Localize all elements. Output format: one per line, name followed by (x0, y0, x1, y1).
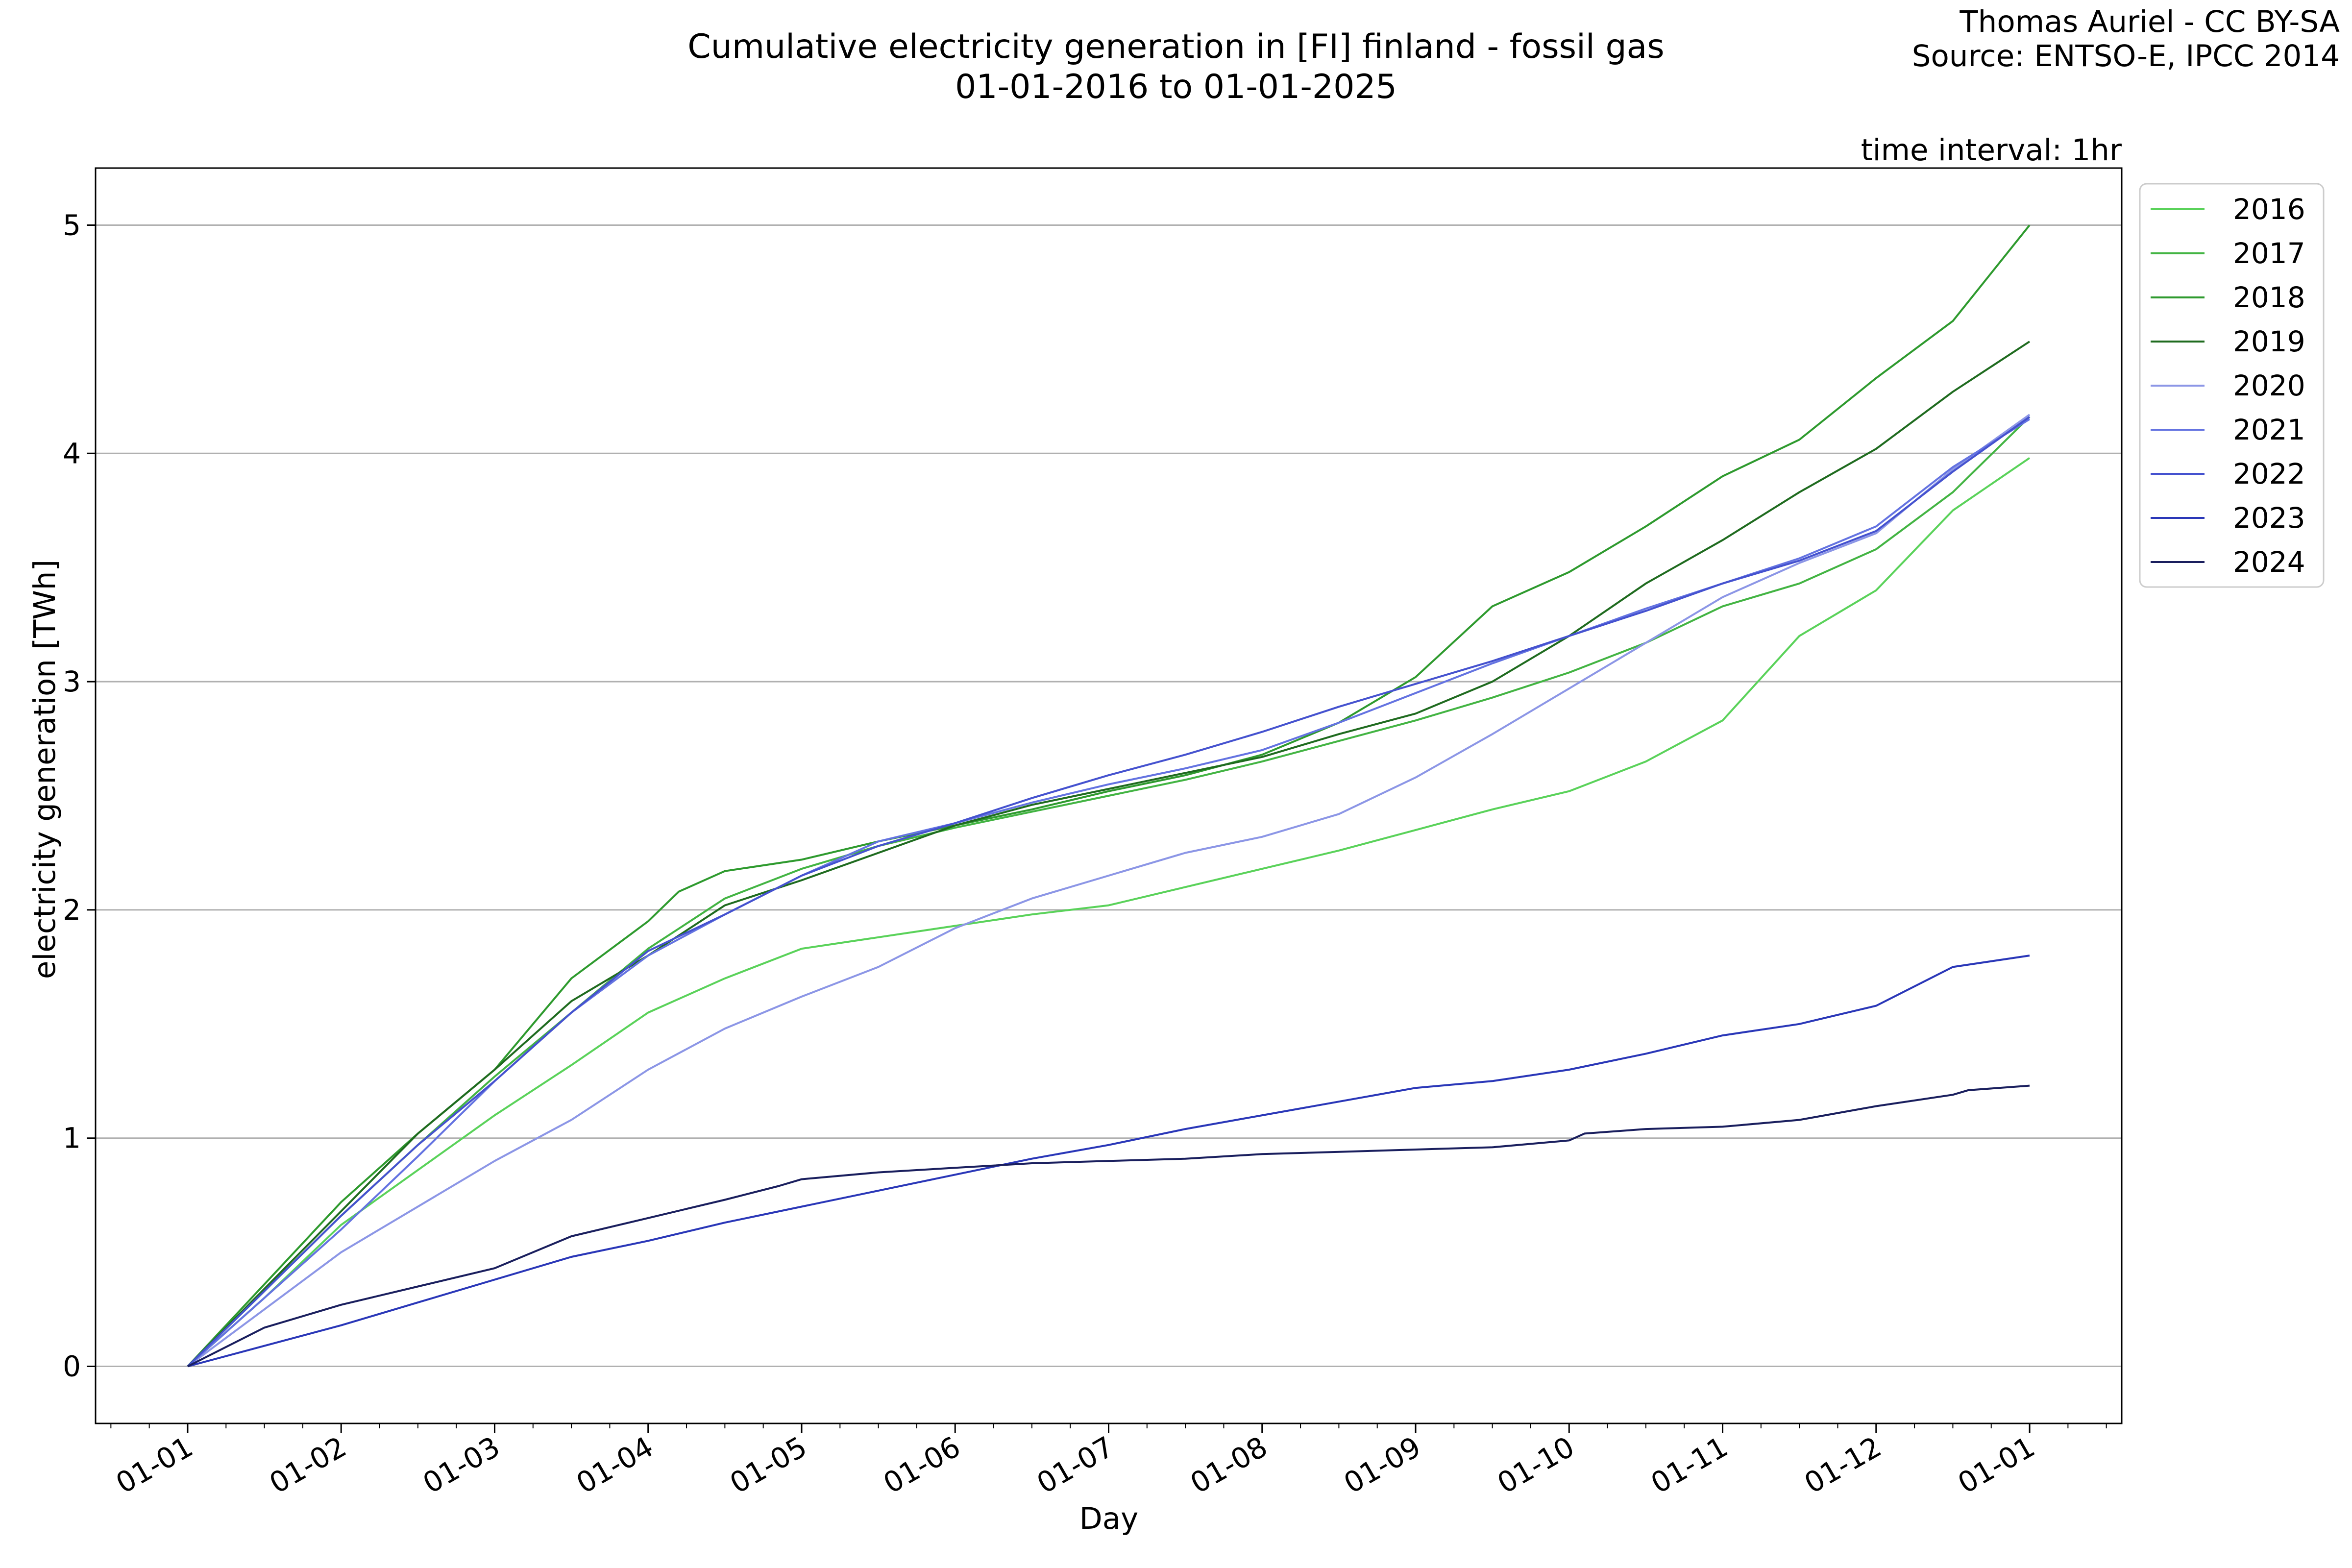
series-layer (187, 224, 2031, 1368)
legend-label-2023: 2023 (2233, 501, 2305, 535)
legend-label-2019: 2019 (2233, 325, 2305, 358)
legend: 2016 2017 2018 2019 2020 2021 2022 2023 2024 (2139, 183, 2325, 588)
legend-label-2024: 2024 (2233, 545, 2305, 579)
plot-frame (95, 167, 2123, 1424)
series-line-2018 (187, 224, 2031, 1367)
y-axis-label: electricity generation [TWh] (27, 560, 62, 979)
y-tick-label: 2 (63, 893, 81, 927)
y-tick-label: 4 (63, 437, 81, 470)
chart-subtitle: 01-01-2016 to 01-01-2025 (955, 68, 1397, 106)
credit-source: Source: ENTSO-E, IPCC 2014 (1912, 39, 2340, 74)
series-line-2016 (187, 457, 2031, 1367)
legend-label-2020: 2020 (2233, 369, 2305, 402)
x-axis-label: Day (1079, 1501, 1138, 1536)
series-line-2022 (187, 416, 2031, 1367)
chart-title: Cumulative electricity generation in [FI… (687, 27, 1664, 66)
y-tick-label: 0 (63, 1350, 81, 1383)
series-line-2024 (187, 1084, 2030, 1368)
grid-layer (96, 224, 2122, 1368)
legend-label-2022: 2022 (2233, 457, 2305, 490)
y-tick-label: 5 (63, 208, 81, 242)
y-tick-label: 1 (63, 1122, 81, 1155)
legend-label-2018: 2018 (2233, 281, 2305, 314)
y-tick-label: 3 (63, 665, 81, 698)
legend-label-2016: 2016 (2233, 193, 2305, 226)
series-line-2017 (187, 416, 2031, 1367)
series-line-2020 (187, 414, 2031, 1368)
series-line-2019 (187, 341, 2031, 1367)
series-line-2023 (187, 955, 2030, 1368)
legend-label-2017: 2017 (2233, 237, 2305, 270)
legend-label-2021: 2021 (2233, 413, 2305, 446)
legend-box (2139, 183, 2325, 588)
credit-author: Thomas Auriel - CC BY-SA (1959, 4, 2340, 39)
time-interval-annotation: time interval: 1hr (1861, 133, 2122, 168)
